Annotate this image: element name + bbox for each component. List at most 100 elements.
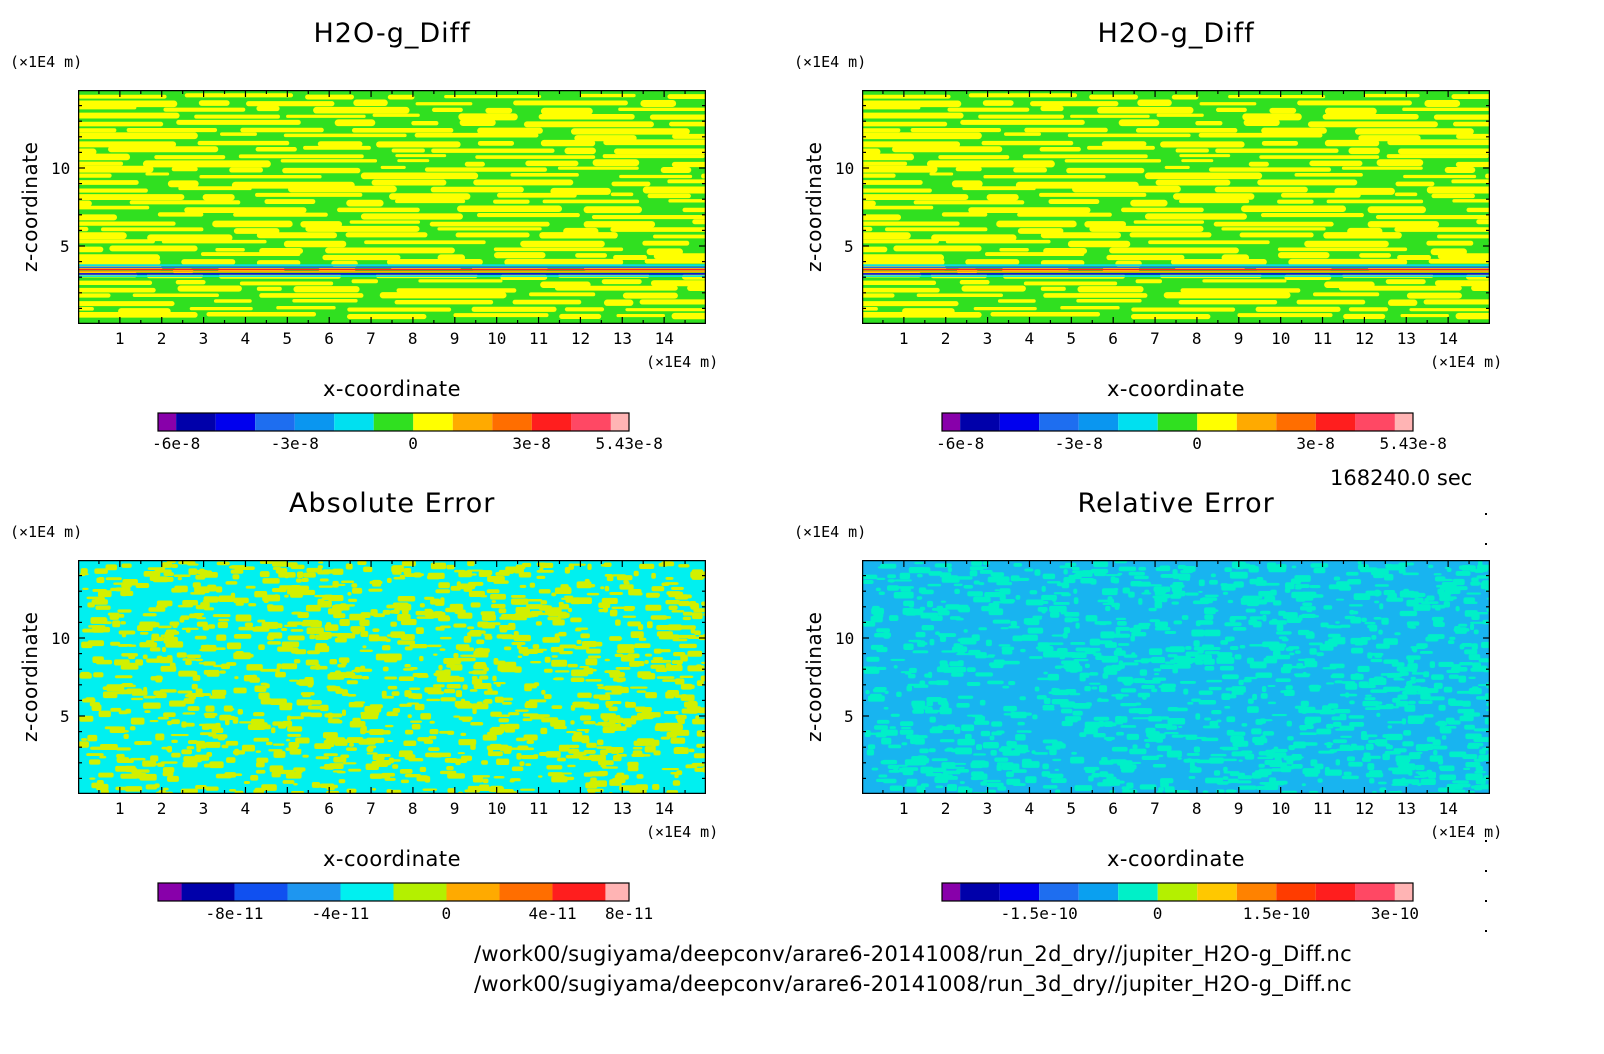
x-axis-label: x-coordinate <box>323 377 462 401</box>
y-tick-label: 10 <box>51 158 71 178</box>
x-tick-label: 7 <box>366 799 376 818</box>
x-tick-label: 4 <box>240 799 251 818</box>
margin-dot <box>1485 840 1487 842</box>
x-tick-label: 3 <box>198 799 209 818</box>
colorbar-swatch <box>1157 883 1198 901</box>
field-band <box>78 266 706 269</box>
x-tick-label: 2 <box>156 799 167 818</box>
colorbar-swatch <box>215 413 256 431</box>
x-axis-label: x-coordinate <box>1107 377 1246 401</box>
colorbar <box>157 882 630 902</box>
colorbar-swatch <box>181 883 235 901</box>
x-tick-label: 14 <box>654 329 674 348</box>
x-tick-label: 7 <box>366 329 376 348</box>
field-pattern <box>78 560 706 794</box>
y-axis-label: z-coordinate <box>18 611 42 742</box>
y-tick-label: 10 <box>835 158 855 178</box>
margin-dot <box>1485 930 1487 932</box>
x-tick-label: 14 <box>1438 799 1458 818</box>
colorbar-swatch <box>492 413 532 431</box>
colorbar-swatch <box>1197 413 1237 431</box>
colorbar-label: -6e-8 <box>936 434 985 453</box>
x-tick-label: 3 <box>982 799 993 818</box>
field-pattern <box>862 93 1490 320</box>
colorbar-label: 5.43e-8 <box>1379 434 1447 453</box>
colorbar-swatch <box>1394 413 1413 431</box>
y-tick-label: 5 <box>844 706 854 726</box>
field-band <box>78 264 706 266</box>
x-axis-unit: (×1E4 m) <box>1430 823 1503 841</box>
x-tick-label: 11 <box>1313 329 1333 348</box>
colorbar-swatch <box>942 413 961 431</box>
margin-dot <box>1485 543 1487 545</box>
x-tick-label: 9 <box>1233 329 1244 348</box>
y-tick-label: 10 <box>835 628 855 648</box>
colorbar-swatch <box>1197 883 1237 901</box>
x-tick-label: 5 <box>282 329 292 348</box>
colorbar-swatch <box>1118 413 1158 431</box>
margin-dot <box>1485 900 1487 902</box>
colorbar-swatch <box>393 883 447 901</box>
plot-area <box>862 90 1490 324</box>
colorbar-swatch <box>1118 883 1158 901</box>
colorbar-label: 0 <box>1192 434 1202 453</box>
x-tick-label: 6 <box>1108 329 1118 348</box>
x-tick-label: 2 <box>940 799 951 818</box>
file-path-3d: /work00/sugiyama/deepconv/arare6-2014100… <box>474 972 1352 996</box>
x-tick-label: 5 <box>1066 329 1076 348</box>
colorbar-label: -8e-11 <box>205 904 264 923</box>
colorbar-swatch <box>1078 413 1119 431</box>
plot-area <box>78 560 706 794</box>
colorbar-swatch <box>1315 413 1356 431</box>
colorbar-swatch <box>571 413 611 431</box>
x-tick-label: 3 <box>198 329 209 348</box>
y-axis-label: z-coordinate <box>802 611 826 742</box>
x-tick-label: 11 <box>529 799 549 818</box>
colorbar-label: -3e-8 <box>270 434 319 453</box>
x-tick-label: 14 <box>1438 329 1458 348</box>
colorbar-swatch <box>340 883 394 901</box>
colorbar-label: 1.5e-10 <box>1242 904 1311 923</box>
x-tick-label: 4 <box>1024 799 1035 818</box>
margin-dot <box>1485 870 1487 872</box>
x-tick-label: 1 <box>898 329 909 348</box>
field-band <box>862 273 1490 275</box>
x-tick-label: 9 <box>1233 799 1244 818</box>
panel-title: Absolute Error <box>289 488 496 519</box>
x-tick-label: 10 <box>487 329 507 348</box>
y-axis-label: z-coordinate <box>18 141 42 272</box>
colorbar-swatch <box>373 413 414 431</box>
y-axis-label: z-coordinate <box>802 141 826 272</box>
colorbar-label: 3e-8 <box>1296 434 1335 453</box>
plot-area <box>862 560 1490 794</box>
colorbar-swatch <box>1236 883 1277 901</box>
colorbar-label: 5.43e-8 <box>595 434 663 453</box>
x-tick-label: 4 <box>1024 329 1035 348</box>
colorbar-swatch <box>1276 413 1316 431</box>
field-band <box>862 266 1490 269</box>
x-tick-label: 12 <box>1354 799 1375 818</box>
colorbar-swatch <box>1039 413 1079 431</box>
colorbar-label: 3e-10 <box>1370 904 1420 923</box>
y-axis-unit: (×1E4 m) <box>794 53 867 71</box>
colorbar-label: -4e-11 <box>311 904 370 923</box>
x-tick-label: 11 <box>1313 799 1333 818</box>
x-tick-label: 13 <box>1396 799 1417 818</box>
x-axis-label: x-coordinate <box>1107 847 1246 871</box>
time-label: 168240.0 sec <box>1330 466 1473 490</box>
field-band <box>78 273 706 275</box>
colorbar-swatch <box>446 883 500 901</box>
colorbar-swatch <box>176 413 216 431</box>
colorbar-swatch <box>552 883 606 901</box>
panel-title: H2O-g_Diff <box>1097 18 1255 49</box>
y-axis-unit: (×1E4 m) <box>10 53 83 71</box>
x-axis-unit: (×1E4 m) <box>1430 353 1503 371</box>
x-tick-label: 13 <box>1396 329 1417 348</box>
x-axis-unit: (×1E4 m) <box>646 353 719 371</box>
x-tick-label: 8 <box>1191 799 1202 818</box>
x-axis-label: x-coordinate <box>323 847 462 871</box>
field-band <box>78 275 706 277</box>
colorbar-swatch <box>999 883 1040 901</box>
colorbar-swatch <box>1236 413 1277 431</box>
